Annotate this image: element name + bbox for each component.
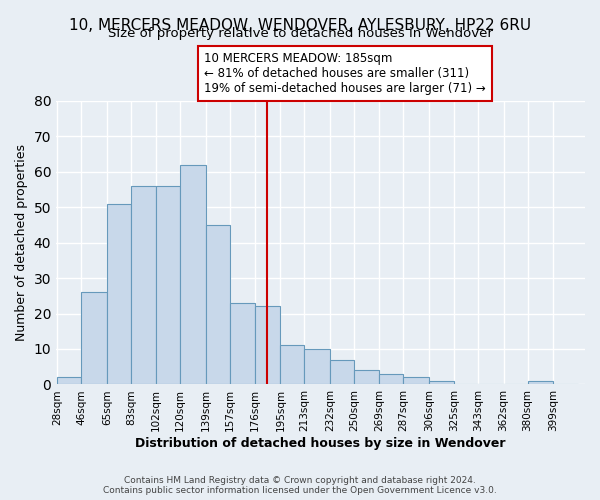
Bar bbox=[58, 378, 82, 384]
Bar bbox=[429, 381, 454, 384]
Bar bbox=[304, 349, 330, 384]
Bar bbox=[354, 370, 379, 384]
Bar bbox=[527, 381, 553, 384]
Bar bbox=[330, 360, 354, 384]
Bar bbox=[255, 306, 280, 384]
Text: Size of property relative to detached houses in Wendover: Size of property relative to detached ho… bbox=[107, 28, 493, 40]
Y-axis label: Number of detached properties: Number of detached properties bbox=[15, 144, 28, 341]
Text: 10 MERCERS MEADOW: 185sqm
← 81% of detached houses are smaller (311)
19% of semi: 10 MERCERS MEADOW: 185sqm ← 81% of detac… bbox=[204, 52, 486, 95]
Bar bbox=[131, 186, 156, 384]
Bar bbox=[379, 374, 403, 384]
Bar bbox=[280, 346, 304, 385]
X-axis label: Distribution of detached houses by size in Wendover: Distribution of detached houses by size … bbox=[135, 437, 506, 450]
Text: 10, MERCERS MEADOW, WENDOVER, AYLESBURY, HP22 6RU: 10, MERCERS MEADOW, WENDOVER, AYLESBURY,… bbox=[69, 18, 531, 32]
Bar bbox=[82, 292, 107, 384]
Bar bbox=[206, 225, 230, 384]
Bar bbox=[180, 164, 206, 384]
Bar bbox=[230, 303, 255, 384]
Bar bbox=[107, 204, 131, 384]
Bar bbox=[403, 378, 429, 384]
Text: Contains HM Land Registry data © Crown copyright and database right 2024.
Contai: Contains HM Land Registry data © Crown c… bbox=[103, 476, 497, 495]
Bar bbox=[156, 186, 180, 384]
